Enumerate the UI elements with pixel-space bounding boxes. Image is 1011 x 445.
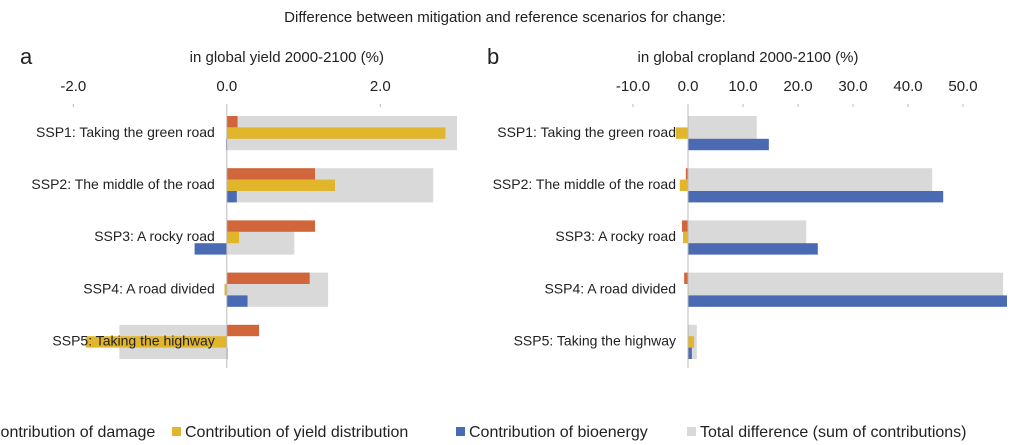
category-label: SSP3: A rocky road [555,228,676,244]
x-tick-label: -2.0 [60,78,86,95]
bar [226,231,240,244]
legend-label: Contribution of yield distribution [185,424,408,441]
bar [226,220,316,232]
x-tick-label: 2.0 [370,78,391,95]
bar [688,347,692,359]
bar [226,191,237,203]
x-tick-label: 20.0 [783,78,812,95]
category-label: SSP1: Taking the green road [497,124,676,140]
category-label: SSP5: Taking the highway [52,333,214,349]
bar [226,272,310,284]
category-label: SSP4: A road divided [544,280,676,296]
bar [226,179,336,191]
bar [226,168,316,180]
category-label: SSP2: The middle of the road [493,176,676,192]
bar [681,220,688,232]
chart-title: Difference between mitigation and refere… [284,9,726,26]
legend-label: Total difference (sum of contributions) [700,424,967,441]
x-tick-label: 50.0 [948,78,977,95]
bar [675,127,688,139]
panel-title: in global yield 2000-2100 (%) [190,49,384,66]
bar [685,168,688,180]
category-label: SSP3: A rocky road [94,228,215,244]
category-label: SSP5: Taking the highway [514,333,676,349]
x-tick-label: 0.0 [678,78,699,95]
bar [226,116,238,128]
category-label: SSP2: The middle of the road [31,176,214,192]
x-tick-label: 0.0 [216,78,237,95]
legend-swatch [687,427,696,436]
bar [194,243,227,255]
legend-label: Contribution of damage [0,424,155,441]
bar [226,295,248,307]
bar [684,272,688,284]
legend-label: Contribution of bioenergy [469,424,648,441]
bar [226,324,260,337]
bar [688,243,818,255]
legend-swatch [456,427,465,436]
x-tick-label: -10.0 [616,78,650,95]
x-tick-label: 30.0 [838,78,867,95]
bar [688,336,695,348]
x-tick-label: 40.0 [893,78,922,95]
panel-label: b [487,44,499,69]
panel-title: in global cropland 2000-2100 (%) [638,49,859,66]
legend-swatch [172,427,181,436]
category-label: SSP1: Taking the green road [36,124,215,140]
panel-label: a [20,44,33,69]
bar [688,138,769,151]
bar [224,284,227,296]
category-label: SSP4: A road divided [83,280,215,296]
bar [679,179,688,191]
bar [226,127,446,139]
x-tick-label: 10.0 [728,78,757,95]
bar [85,336,227,348]
bar [688,191,944,203]
bar [688,295,1007,307]
bar [683,231,688,244]
